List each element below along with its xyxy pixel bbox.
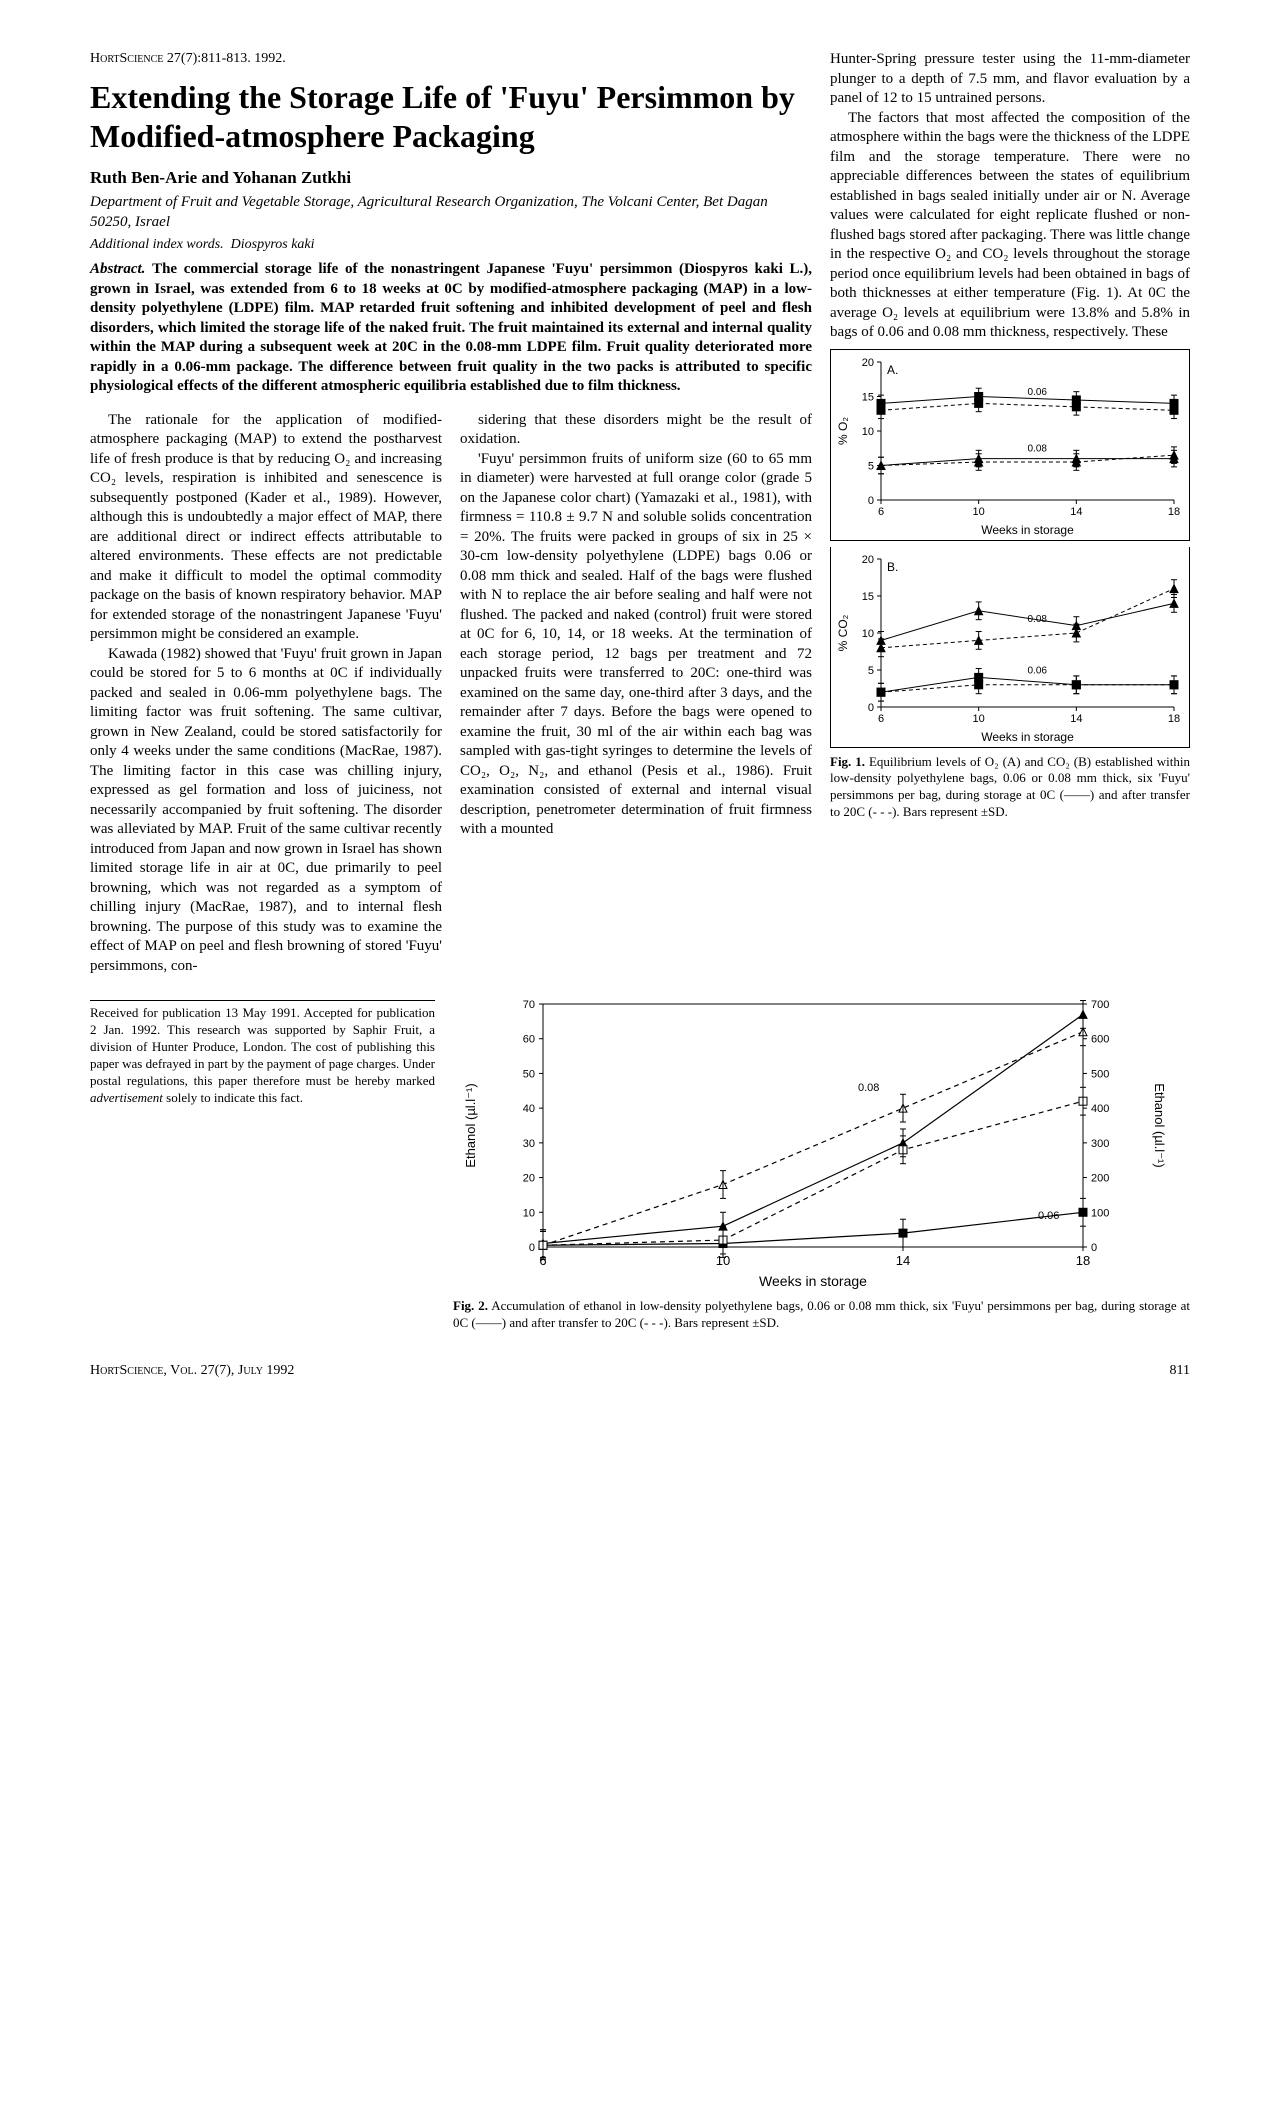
svg-text:Ethanol (µl.l⁻¹): Ethanol (µl.l⁻¹): [1152, 1084, 1167, 1168]
svg-text:6: 6: [878, 506, 884, 518]
figure-1-panel-b: 0 5 10 15 20 6 10 14 18 % CO₂ Weeks in storage B. 0.…: [830, 547, 1190, 748]
svg-text:20: 20: [862, 554, 874, 566]
svg-text:% CO₂: % CO₂: [836, 614, 850, 651]
svg-text:0.08: 0.08: [1028, 613, 1048, 624]
figure-1-panel-a: 0 5 10 15 20 6 10 14 18 % O₂ Weeks in storage A. 0.0…: [830, 349, 1190, 541]
svg-text:5: 5: [868, 665, 874, 677]
svg-text:60: 60: [523, 1034, 535, 1046]
svg-text:18: 18: [1168, 713, 1180, 725]
article-title: Extending the Storage Life of 'Fuyu' Per…: [90, 78, 812, 155]
svg-text:10: 10: [973, 713, 985, 725]
body-column-2: sidering that these disorders might be t…: [460, 411, 812, 977]
svg-text:10: 10: [862, 628, 874, 640]
svg-text:15: 15: [862, 391, 874, 403]
svg-text:10: 10: [973, 506, 985, 518]
figure-2: 0102030405060700100200300400500600700610…: [453, 992, 1190, 1292]
svg-text:50: 50: [523, 1069, 535, 1081]
svg-text:0: 0: [868, 495, 874, 507]
svg-text:40: 40: [523, 1103, 535, 1115]
svg-text:Weeks in storage: Weeks in storage: [981, 523, 1074, 537]
svg-text:10: 10: [523, 1208, 535, 1220]
svg-text:0.08: 0.08: [858, 1082, 879, 1094]
svg-text:30: 30: [523, 1138, 535, 1150]
svg-text:200: 200: [1091, 1173, 1109, 1185]
svg-text:0.06: 0.06: [1028, 665, 1048, 676]
svg-text:0.06: 0.06: [1038, 1210, 1059, 1222]
svg-text:400: 400: [1091, 1103, 1109, 1115]
svg-text:14: 14: [1070, 713, 1082, 725]
svg-text:18: 18: [1168, 506, 1180, 518]
svg-text:600: 600: [1091, 1034, 1109, 1046]
svg-text:A.: A.: [887, 363, 898, 377]
svg-text:0: 0: [1091, 1242, 1097, 1254]
svg-text:Weeks in storage: Weeks in storage: [759, 1273, 867, 1289]
svg-text:100: 100: [1091, 1208, 1109, 1220]
svg-text:15: 15: [862, 591, 874, 603]
svg-text:0.08: 0.08: [1028, 443, 1048, 454]
svg-text:14: 14: [896, 1253, 910, 1268]
svg-text:20: 20: [523, 1173, 535, 1185]
body-column-3: Hunter-Spring pressure tester using the …: [830, 50, 1190, 976]
page-footer: HortScience, Vol. 27(7), July 1992 811: [90, 1362, 1190, 1380]
svg-text:10: 10: [862, 426, 874, 438]
svg-text:% O₂: % O₂: [836, 416, 850, 444]
svg-text:Weeks in storage: Weeks in storage: [981, 730, 1074, 744]
abstract: Abstract. The commercial storage life of…: [90, 260, 812, 397]
svg-text:0.06: 0.06: [1028, 387, 1048, 398]
svg-text:500: 500: [1091, 1069, 1109, 1081]
footnote: Received for publication 13 May 1991. Ac…: [90, 1000, 435, 1106]
index-words: Additional index words. Diospyros kaki: [90, 236, 812, 254]
body-column-1: The rationale for the application of mod…: [90, 411, 442, 977]
svg-text:70: 70: [523, 999, 535, 1011]
svg-text:18: 18: [1076, 1253, 1090, 1268]
figure-1-caption: Fig. 1. Equilibrium levels of O₂ (A) and…: [830, 754, 1190, 822]
authors: Ruth Ben-Arie and Yohanan Zutkhi: [90, 167, 812, 189]
svg-text:B.: B.: [887, 560, 898, 574]
journal-reference: HortScience 27(7):811-813. 1992.: [90, 50, 812, 68]
svg-text:0: 0: [868, 702, 874, 714]
svg-text:5: 5: [868, 460, 874, 472]
svg-text:0: 0: [529, 1242, 535, 1254]
svg-text:300: 300: [1091, 1138, 1109, 1150]
affiliation: Department of Fruit and Vegetable Storag…: [90, 193, 812, 232]
figure-2-caption: Fig. 2. Accumulation of ethanol in low-d…: [453, 1298, 1190, 1332]
svg-text:14: 14: [1070, 506, 1082, 518]
svg-text:20: 20: [862, 357, 874, 369]
svg-text:700: 700: [1091, 999, 1109, 1011]
svg-text:6: 6: [878, 713, 884, 725]
svg-text:Ethanol (µl.l⁻¹): Ethanol (µl.l⁻¹): [463, 1084, 478, 1168]
